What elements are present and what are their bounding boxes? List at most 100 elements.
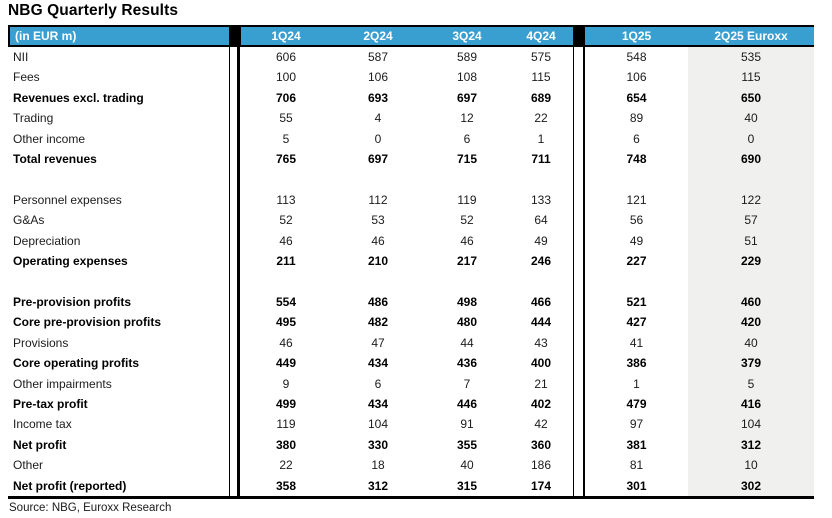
value-cell: 535	[740, 50, 762, 64]
table-row: Provisions 46 47 44 43 41 40	[8, 333, 814, 353]
value-cell	[509, 271, 573, 291]
value-cell: 51	[744, 233, 758, 248]
value-cell: 55	[279, 111, 293, 126]
value-cell: 706	[275, 90, 297, 105]
row-label: Other	[13, 458, 44, 473]
value-cell: 44	[460, 335, 474, 350]
value-cell	[331, 271, 425, 291]
value-cell: 693	[367, 90, 389, 105]
source-note: Source: NBG, Euroxx Research	[9, 502, 172, 514]
table-row: Other impairments 9 6 7 21 1 5	[8, 374, 814, 394]
column-header-1q25: 1Q25	[621, 29, 652, 43]
value-cell: 104	[740, 417, 762, 432]
row-label: NII	[13, 50, 29, 64]
value-cell	[425, 169, 509, 189]
value-cell: 12	[460, 111, 474, 126]
value-cell: 360	[530, 437, 552, 452]
column-header-4q24: 4Q24	[526, 29, 556, 43]
row-label: Total revenues	[13, 152, 97, 167]
table-row: Income tax 119 104 91 42 97 104	[8, 414, 814, 434]
value-cell: 46	[279, 233, 293, 248]
row-label: Depreciation	[13, 233, 81, 248]
value-cell: 174	[530, 478, 552, 493]
value-cell: 521	[626, 294, 647, 309]
value-cell: 436	[456, 356, 478, 371]
row-label: Other income	[13, 131, 86, 146]
row-label: Trading	[13, 111, 54, 126]
value-cell: 748	[626, 152, 647, 167]
unit-label: (in EUR m)	[15, 29, 77, 43]
value-cell: 690	[740, 152, 762, 167]
value-cell: 41	[629, 335, 644, 350]
value-cell: 1	[537, 131, 545, 146]
value-cell: 499	[275, 396, 297, 411]
value-cell: 301	[626, 478, 647, 493]
value-cell: 46	[460, 233, 474, 248]
value-cell: 97	[629, 417, 644, 432]
value-cell: 211	[276, 254, 296, 269]
value-cell: 650	[740, 90, 762, 105]
table-row: Revenues excl. trading 706 693 697 689 6…	[8, 88, 814, 108]
value-cell: 56	[629, 213, 644, 228]
value-cell: 49	[534, 233, 548, 248]
value-cell: 575	[530, 50, 552, 64]
value-cell: 115	[741, 70, 761, 85]
value-cell: 22	[279, 458, 293, 473]
table-row: Trading 55 4 12 22 89 40	[8, 108, 814, 128]
column-header-3q24: 3Q24	[452, 29, 482, 43]
value-cell: 42	[534, 417, 548, 432]
value-cell: 104	[367, 417, 389, 432]
value-cell: 697	[456, 90, 478, 105]
value-cell: 115	[531, 70, 551, 85]
value-cell: 312	[367, 478, 389, 493]
row-label: Net profit (reported)	[13, 478, 127, 493]
results-table: (in EUR m) 1Q24 2Q24 3Q24 4Q24 1Q25 2Q25…	[8, 25, 814, 499]
row-label: Net profit	[13, 437, 67, 452]
value-cell: 40	[460, 458, 474, 473]
value-cell	[331, 169, 425, 189]
value-cell: 186	[530, 458, 552, 473]
value-cell: 119	[276, 417, 296, 432]
value-cell: 4	[374, 111, 382, 126]
column-header-1q24: 1Q24	[271, 29, 301, 43]
value-cell: 480	[456, 315, 478, 330]
value-cell	[585, 169, 688, 189]
value-cell: 416	[740, 396, 762, 411]
spacer-row	[8, 271, 814, 291]
value-cell: 40	[744, 335, 758, 350]
value-cell: 587	[367, 50, 389, 64]
table-row: Operating expenses 211 210 217 246 227 2…	[8, 251, 814, 271]
value-cell: 0	[747, 131, 755, 146]
value-cell: 89	[629, 111, 644, 126]
value-cell: 654	[626, 90, 647, 105]
value-cell: 765	[275, 152, 297, 167]
spacer-row	[8, 169, 814, 189]
value-cell: 315	[456, 478, 478, 493]
row-label: Pre-provision profits	[13, 294, 132, 309]
value-cell	[241, 169, 331, 189]
table-body: NII 606 587 589 575 548 535 Fees 100 106…	[8, 47, 814, 496]
value-cell: 5	[747, 376, 755, 391]
value-cell: 589	[456, 50, 478, 64]
row-label: Income tax	[13, 417, 72, 432]
value-cell: 434	[367, 396, 389, 411]
value-cell: 386	[626, 356, 647, 371]
header-group-2024: 1Q24 2Q24 3Q24 4Q24	[241, 27, 573, 45]
value-cell: 46	[371, 233, 385, 248]
value-cell: 22	[534, 111, 548, 126]
value-cell: 6	[463, 131, 471, 146]
value-cell: 460	[740, 294, 762, 309]
value-cell: 446	[456, 396, 478, 411]
value-cell	[688, 169, 814, 189]
value-cell: 381	[626, 437, 647, 452]
row-label: Core operating profits	[13, 356, 140, 371]
value-cell: 715	[456, 152, 478, 167]
table-row: Pre-provision profits 554 486 498 466 52…	[8, 292, 814, 312]
value-cell: 9	[282, 376, 290, 391]
table-row: Net profit (reported) 358 312 315 174 30…	[8, 476, 814, 496]
table-row: G&As 52 53 52 64 56 57	[8, 210, 814, 230]
value-cell: 689	[530, 90, 552, 105]
value-cell: 6	[633, 131, 640, 146]
divider-label-thin	[228, 25, 230, 498]
row-label: Other impairments	[13, 376, 112, 391]
